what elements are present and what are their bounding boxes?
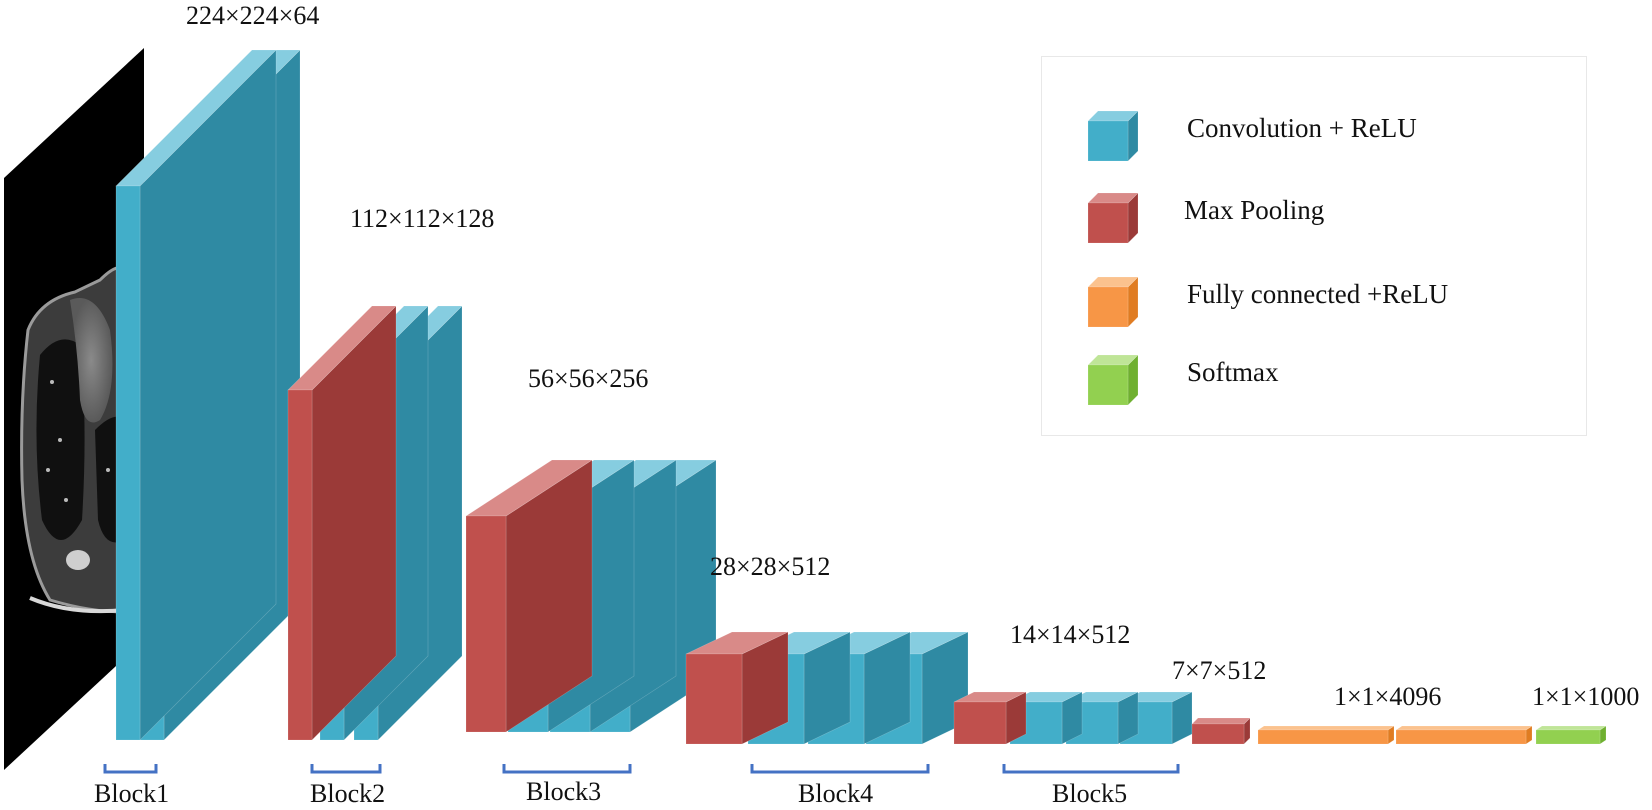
legend-label-pool: Max Pooling — [1184, 195, 1325, 225]
dim-label-block1: 224×224×64 — [186, 1, 319, 30]
pool-layer — [685, 631, 789, 745]
block-label-1: Block1 — [94, 779, 169, 808]
pool-swatch-icon — [1087, 192, 1139, 244]
legend-label-softmax: Softmax — [1187, 357, 1279, 387]
legend-item-fc: Fully connected +ReLU — [1042, 269, 1586, 328]
dim-label-softmax: 1×1×1000 — [1532, 682, 1639, 711]
legend-label-conv: Convolution + ReLU — [1187, 113, 1417, 143]
block-label-2: Block2 — [310, 779, 385, 808]
dim-label-block2: 112×112×128 — [350, 204, 494, 233]
dim-label-fc: 1×1×4096 — [1334, 682, 1441, 711]
block-bracket — [103, 764, 158, 774]
dim-label-block5: 14×14×512 — [1010, 620, 1130, 649]
dim-label-block4: 28×28×512 — [710, 552, 830, 581]
block-label-5: Block5 — [1052, 779, 1127, 808]
fc-layer — [1395, 725, 1533, 745]
fc-layer — [1257, 725, 1395, 745]
softmax-swatch-icon — [1087, 354, 1139, 406]
pool-swatch-cube — [1087, 192, 1139, 244]
block-bracket — [502, 764, 632, 774]
dim-label-pool5: 7×7×512 — [1172, 656, 1266, 685]
pool-layer — [1191, 717, 1251, 745]
block-bracket — [750, 764, 930, 774]
block-label-3: Block3 — [526, 777, 601, 806]
conv-swatch-icon — [1087, 110, 1139, 162]
dim-label-block3: 56×56×256 — [528, 364, 648, 393]
block-label-4: Block4 — [798, 779, 873, 808]
input-ct-image — [4, 48, 144, 770]
fc-swatch-cube — [1087, 276, 1139, 328]
fc-swatch-icon — [1087, 276, 1139, 328]
legend-item-conv: Convolution + ReLU — [1042, 103, 1586, 162]
conv-layer — [115, 49, 277, 741]
legend-label-fc: Fully connected +ReLU — [1187, 279, 1449, 309]
layer-stack — [115, 49, 1607, 745]
block-brackets — [103, 764, 1180, 774]
pool-layer — [287, 305, 397, 741]
pool-layer — [953, 691, 1027, 745]
pool-layer — [464, 459, 594, 733]
legend-item-softmax: Softmax — [1042, 347, 1586, 406]
softmax-swatch-cube — [1087, 354, 1139, 406]
block-bracket — [1002, 764, 1180, 774]
block-bracket — [310, 764, 382, 774]
legend-item-pool: Max Pooling — [1042, 185, 1586, 244]
conv-swatch-cube — [1087, 110, 1139, 162]
legend: Convolution + ReLU Max Pooling Fully con… — [1041, 56, 1587, 436]
softmax-layer — [1535, 725, 1607, 745]
